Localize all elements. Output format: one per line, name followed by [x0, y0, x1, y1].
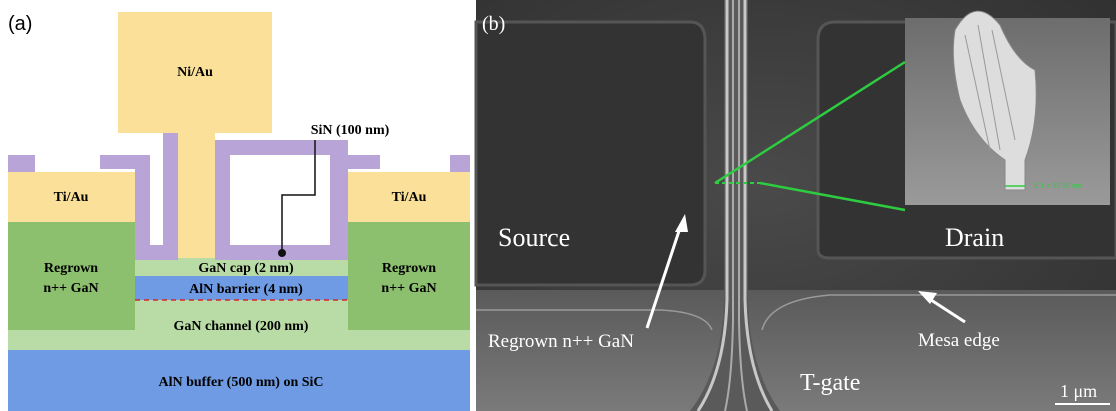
region-label: Drain — [945, 223, 1004, 252]
region-label: T-gate — [800, 370, 860, 396]
contact-label: Ti/Au — [392, 190, 427, 205]
regrown-left — [8, 222, 135, 330]
contact-label: Ti/Au — [54, 190, 89, 205]
sin-pointer — [282, 140, 315, 253]
layer-label: AlN barrier (4 nm) — [189, 282, 303, 297]
layer-label: AlN buffer (500 nm) on SiC — [158, 375, 323, 390]
regrown-label: n++ GaN — [381, 281, 436, 296]
layer-label: GaN channel (200 nm) — [174, 319, 309, 334]
gate-stem — [178, 130, 215, 258]
regrown-right — [348, 222, 470, 330]
region-label: Source — [498, 223, 570, 252]
scale-label: 1 μm — [1060, 381, 1097, 401]
panel-label: (a) — [8, 13, 32, 35]
figure: (a) Ni/Au SiN (100 nm) Ti/Au Ti/Au Regro… — [0, 0, 1116, 411]
region-label: Regrown n++ GaN — [488, 331, 634, 352]
panel-label: (b) — [482, 13, 505, 35]
gate-label: Ni/Au — [177, 65, 213, 80]
sin-label: SiN (100 nm) — [311, 123, 390, 138]
regrown-label: Regrown — [382, 261, 436, 276]
inset-measure: V 1 = 60.92 nm — [1034, 183, 1082, 190]
regrown-label: n++ GaN — [43, 281, 98, 296]
regrown-label: Regrown — [44, 261, 98, 276]
region-label: Mesa edge — [918, 330, 1000, 351]
layer-label: GaN cap (2 nm) — [198, 261, 294, 276]
sem-image: V 1 = 60.92 nm (b) Source Drain Regrown … — [476, 0, 1116, 411]
sin-pointer-dot — [278, 249, 286, 257]
schematic: (a) Ni/Au SiN (100 nm) Ti/Au Ti/Au Regro… — [8, 12, 470, 411]
